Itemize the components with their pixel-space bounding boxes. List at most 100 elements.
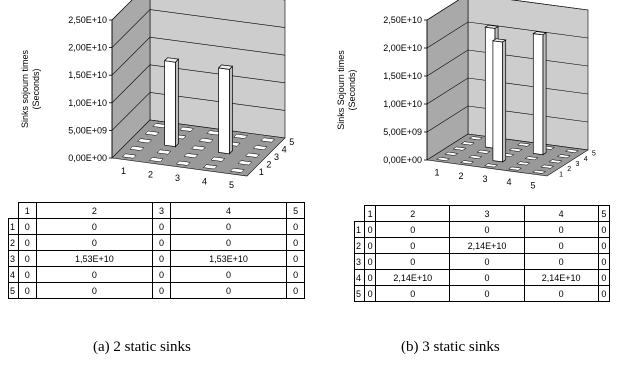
bar: [476, 149, 491, 154]
table-row: 3 0 1,53E+10 0 1,53E+10 0: [8, 250, 305, 267]
bar: [229, 167, 245, 173]
bar: [444, 151, 459, 156]
column-header: 5: [597, 205, 611, 222]
bar: [548, 159, 563, 164]
table-cell: 0: [286, 234, 305, 251]
depth-tick-label: 2: [567, 166, 571, 173]
bar: [217, 64, 234, 155]
y-axis-title-line: Sinks sojourn times: [20, 49, 30, 128]
bar-top: [436, 157, 451, 161]
bar-top: [163, 57, 180, 63]
table-cell: 0: [18, 250, 37, 267]
y-axis-title-line: Sinks Sojourn times: [336, 50, 346, 130]
table-cell: 0: [375, 285, 451, 302]
table-corner: [8, 202, 19, 219]
bar: [202, 164, 218, 170]
row-header: 3: [8, 250, 19, 267]
table-cell: 0: [363, 253, 377, 270]
x-tick-label: 2: [148, 169, 153, 179]
y-tick-label: 2,00E+10: [383, 43, 422, 53]
bar: [532, 31, 548, 156]
table-cell: 2,14E+10: [375, 269, 451, 286]
row-header: 4: [354, 269, 365, 286]
y-axis-title: Sinks Sojourn times(Seconds): [336, 50, 357, 130]
bar-top: [540, 164, 555, 169]
gridline: [111, 9, 286, 48]
figure-caption: (b) 3 static sinks: [401, 339, 500, 355]
bar-top: [179, 126, 195, 132]
bar-top: [524, 156, 539, 161]
table-cell: 0: [363, 285, 377, 302]
bar-top: [191, 145, 206, 151]
bar: [436, 157, 451, 161]
bar-top: [460, 160, 475, 165]
gridline: [426, 21, 589, 49]
bar: [491, 38, 507, 163]
table-cell: 0: [597, 221, 611, 238]
table-cell: 0: [597, 269, 611, 286]
table-cell: 0: [35, 218, 154, 235]
table-cell: 2,14E+10: [523, 269, 599, 286]
bar: [556, 154, 571, 159]
y-tick-label: 2,50E+10: [68, 15, 107, 25]
table-cell: 0: [152, 266, 171, 283]
bar-side: [229, 65, 233, 155]
bar-top: [476, 149, 491, 154]
table-cell: 0: [375, 221, 451, 238]
table-cell: 0: [449, 285, 525, 302]
x-tick-label: 5: [229, 180, 234, 190]
bar-top: [148, 157, 164, 163]
column-header: 5: [286, 202, 305, 219]
table-cell: 0: [286, 250, 305, 267]
bar: [460, 160, 475, 165]
table-cell: 0: [35, 266, 154, 283]
bar: [484, 163, 499, 168]
table-cell: 0: [152, 234, 171, 251]
x-tick-label: 4: [202, 177, 207, 187]
table-cell: 0: [35, 282, 154, 299]
bar: [452, 146, 467, 151]
table-row: 2 0 0 2,14E+10 0 0: [354, 237, 611, 254]
bar: [532, 169, 547, 174]
gridline: [111, 0, 285, 21]
bar: [175, 160, 191, 166]
bar-top: [175, 160, 191, 166]
gridline: [111, 36, 286, 76]
depth-tick-label: 5: [289, 137, 294, 147]
table-cell: 0: [169, 218, 288, 235]
depth-tick-label: 3: [274, 152, 279, 162]
bar: [564, 149, 579, 153]
table-cell: 0: [449, 269, 525, 286]
bar: [148, 157, 164, 163]
bar: [252, 145, 268, 151]
bar-chart-3d: 0,00E+00 5,00E+09 1,00E+10 1,50E+10 2,00E+10…: [336, 0, 596, 190]
gridline: [426, 77, 589, 105]
bar: [508, 166, 523, 171]
x-tick-label: 3: [482, 174, 487, 184]
column-header: 4: [523, 205, 599, 222]
bar: [540, 164, 555, 169]
panel-a: 0,00E+00 5,00E+09 1,00E+10 1,50E+10 2,00E+10…: [8, 0, 305, 355]
bar-top: [252, 145, 268, 151]
bar: [516, 142, 531, 147]
bar-top: [516, 161, 531, 166]
table-corner: [354, 205, 365, 222]
bar-front: [532, 33, 544, 156]
table-cell: 0: [152, 218, 171, 235]
row-header: 5: [8, 282, 19, 299]
bar: [460, 141, 475, 146]
table-cell: 0: [597, 285, 611, 302]
column-header: 2: [375, 205, 451, 222]
y-axis-title-line: (Seconds): [31, 68, 41, 109]
y-tick-label: 0,00E+00: [68, 153, 107, 163]
bar-top: [444, 151, 459, 156]
side-wall: [426, 0, 469, 161]
table-cell: 0: [286, 218, 305, 235]
table-cell: 0: [18, 234, 37, 251]
column-header: 2: [35, 202, 154, 219]
